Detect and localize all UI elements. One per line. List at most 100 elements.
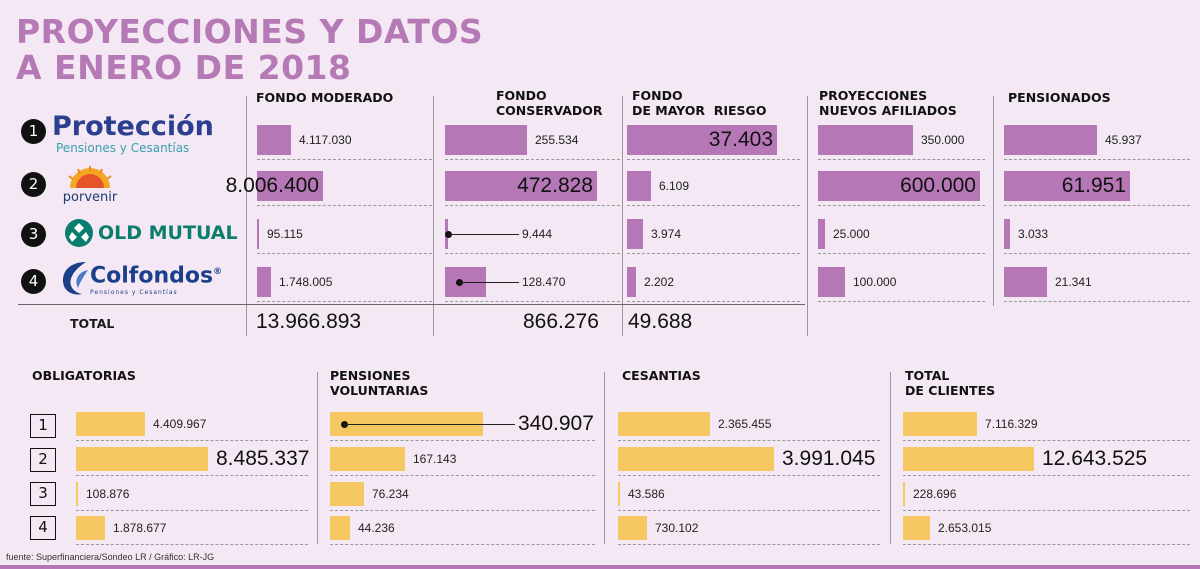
chart7-row-divider-1 [618,440,880,441]
chart8-row-divider-2 [903,475,1190,476]
chart2-bar-4 [627,267,636,297]
chart8-row-divider-1 [903,440,1190,441]
chart4-value-label-3: 3.033 [1018,227,1049,241]
chart5-bar-3 [76,482,78,506]
chart1-value-label-2: 472.828 [517,174,593,197]
chart5-value-label-3: 108.876 [86,487,130,501]
chart2-row-divider-1 [627,159,800,160]
header-obligatorias: OBLIGATORIAS [32,368,136,383]
chart6-bar-3 [330,482,364,506]
chart4-row-divider-3 [1004,253,1190,254]
chart1-row-divider-3 [445,253,620,254]
chart5-bar-1 [76,412,145,436]
chart7-value-label-4: 730.102 [655,521,699,535]
chart3-row-divider-3 [818,253,985,254]
logo-porvenir: porvenir [58,166,122,204]
chart6-leader-line-1 [344,424,515,425]
chart0-bar-4 [257,267,271,297]
chart6-value-label-4: 44.236 [358,521,395,535]
chart0-row-divider-4 [257,301,432,302]
chart8-row-divider-3 [903,510,1190,511]
chart2-row-divider-4 [627,301,800,302]
row-box-4: 4 [30,516,56,540]
chart8-bar-4 [903,516,930,540]
header-fondo-moderado: FONDO MODERADO [256,90,394,105]
bottom-rule [0,565,1200,569]
chart8-bar-2 [903,447,1034,471]
chart6-bar-4 [330,516,350,540]
chart6-value-label-3: 76.234 [372,487,409,501]
header-total-clientes: TOTAL DE CLIENTES [905,368,996,398]
chart8-value-label-1: 7.116.329 [985,417,1038,431]
source-note: fuente: Superfinanciera/Sondeo LR / Gráf… [6,552,215,562]
chart7-value-label-1: 2.365.455 [718,417,772,431]
chart4-row-divider-1 [1004,159,1190,160]
chart3-value-label-4: 100.000 [853,275,897,289]
chart7-row-divider-2 [618,475,880,476]
total-fondo-moderado: 13.966.893 [256,310,362,333]
chart3-value-label-2: 600.000 [900,174,976,197]
chart0-value-label-2: 8.006.400 [225,174,319,197]
chart6-bar-2 [330,447,405,471]
chart5-row-divider-1 [76,440,308,441]
chart3-row-divider-1 [818,159,985,160]
header-fondo-conservador: FONDO CONSERVADOR [496,88,603,118]
chart1-bar-1 [445,125,527,155]
chart1-leader-line-4 [459,282,519,283]
page-title-line2: A ENERO DE 2018 [16,48,352,87]
chart0-row-divider-1 [257,159,432,160]
chart3-bar-2 [818,171,980,201]
total-label: TOTAL [70,316,115,331]
chart3-value-label-1: 350.000 [921,133,965,147]
chart6-row-divider-2 [330,475,595,476]
header-pensiones-voluntarias: PENSIONES VOLUNTARIAS [330,368,429,398]
chart5-row-divider-3 [76,510,308,511]
chart3-value-label-3: 25.000 [833,227,870,241]
chart3-bar-1 [818,125,913,155]
chart5-value-label-4: 1.878.677 [113,521,167,535]
chart0-value-label-4: 1.748.005 [279,275,333,289]
chart6-row-divider-1 [330,440,595,441]
oldmutual-emblem-icon [65,219,93,247]
chart5-row-divider-2 [76,475,308,476]
logo-oldmutual: OLD MUTUAL [64,218,238,248]
chart7-bar-3 [618,482,620,506]
chart6-row-divider-3 [330,510,595,511]
chart6-value-label-1: 340.907 [518,412,594,435]
chart8-bar-1 [903,412,977,436]
page-title-line1: PROYECCIONES Y DATOS [16,12,484,51]
row-number-4: 4 [21,269,46,294]
chart1-row-divider-2 [445,205,620,206]
header-proyecciones: PROYECCIONES NUEVOS AFILIADOS [819,88,957,118]
chart1-value-label-4: 128.470 [522,275,566,289]
chart3-row-divider-2 [818,205,985,206]
chart4-bar-2 [1004,171,1130,201]
chart0-value-label-3: 95.115 [267,227,303,241]
row-box-1: 1 [30,414,56,438]
chart4-bar-1 [1004,125,1097,155]
chart0-value-label-1: 4.117.030 [299,133,352,147]
chart0-row-divider-2 [257,205,432,206]
chart0-bar-1 [257,125,291,155]
chart1-value-label-3: 9.444 [522,227,553,241]
chart1-bar-2 [445,171,597,201]
chart8-value-label-2: 12.643.525 [1042,447,1148,470]
row-number-2: 2 [21,172,46,197]
chart2-bar-3 [627,219,643,249]
chart8-row-divider-4 [903,544,1190,545]
row-number-3: 3 [21,222,46,247]
chart5-row-divider-4 [76,544,308,545]
chart1-row-divider-4 [445,301,620,302]
chart1-value-label-1: 255.534 [535,133,579,147]
chart7-bar-1 [618,412,710,436]
chart2-bar-1 [627,125,777,155]
total-fondo-conservador: 866.276 [523,310,599,333]
chart3-row-divider-4 [818,301,985,302]
chart2-value-label-3: 3.974 [651,227,682,241]
chart1-leader-line-3 [448,234,519,235]
logo-colfondos: Colfondos® Pensiones y Cesantías [58,258,222,298]
chart5-value-label-1: 4.409.967 [153,417,207,431]
chart5-value-label-2: 8.485.337 [216,447,310,470]
chart5-bar-4 [76,516,105,540]
chart7-bar-4 [618,516,647,540]
